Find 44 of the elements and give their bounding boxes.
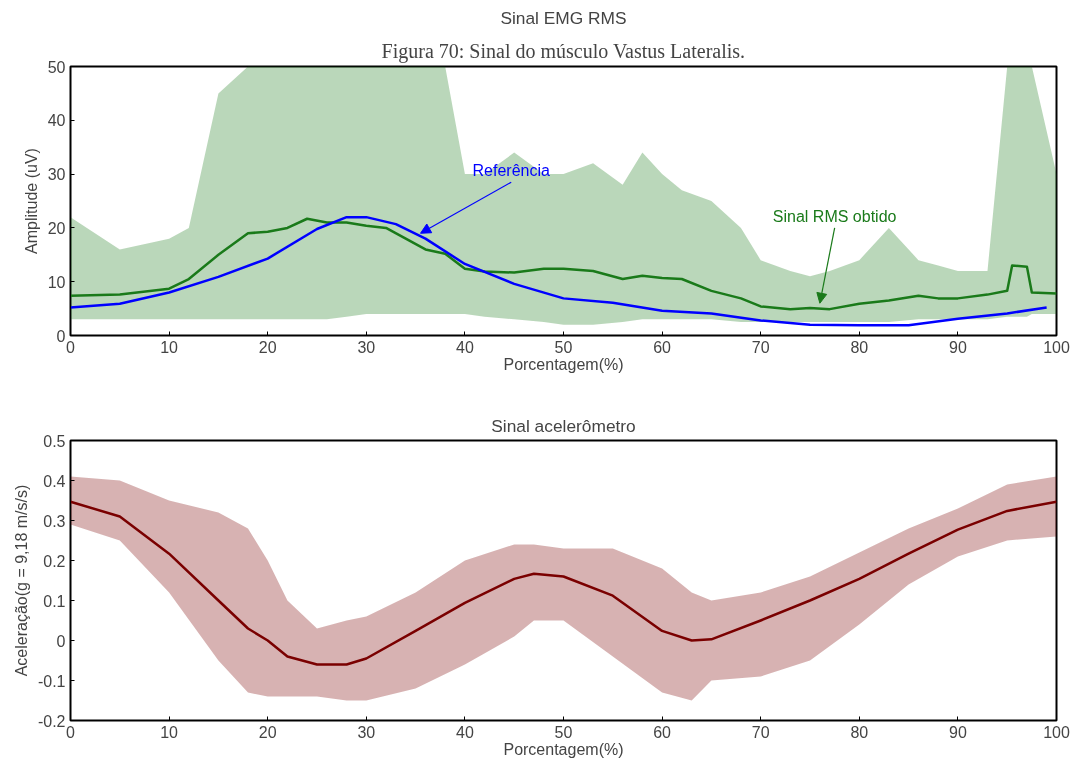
x-tick-label: 20 bbox=[258, 723, 277, 741]
x-tick-label: 10 bbox=[160, 723, 179, 741]
x-tick-label: 80 bbox=[850, 338, 869, 356]
x-tick-label: 100 bbox=[1043, 338, 1070, 356]
x-tick-label: 70 bbox=[751, 338, 770, 356]
x-axis-title: Porcentagem(%) bbox=[503, 740, 624, 758]
x-tick-label: 50 bbox=[554, 723, 573, 741]
y-tick-label: -0.2 bbox=[37, 712, 66, 730]
annotation: Referência bbox=[472, 162, 551, 180]
x-tick-label: 20 bbox=[258, 338, 277, 356]
y-tick-label: 0.2 bbox=[43, 552, 66, 570]
text: Figura 70: Sinal do músculo Vastus Lateralis. bbox=[381, 39, 746, 63]
chart-title: Sinal acelerômetro bbox=[491, 415, 636, 436]
annotation: Sinal RMS obtido bbox=[772, 208, 897, 226]
y-tick-label: 0.1 bbox=[43, 592, 66, 610]
y-tick-label: 50 bbox=[47, 58, 66, 76]
y-tick-label: 30 bbox=[47, 166, 66, 184]
y-tick-label: 10 bbox=[47, 273, 66, 291]
y-tick-label: 0.3 bbox=[43, 512, 66, 530]
x-tick-label: 40 bbox=[456, 723, 474, 741]
y-tick-label: -0.1 bbox=[37, 672, 66, 690]
y-tick-label: 40 bbox=[47, 112, 66, 130]
x-tick-label: 80 bbox=[850, 723, 869, 741]
x-tick-label: 30 bbox=[357, 723, 376, 741]
y-axis-title: Amplitude (uV) bbox=[22, 148, 40, 254]
x-tick-label: 10 bbox=[160, 338, 179, 356]
x-tick-label: 40 bbox=[456, 338, 474, 356]
x-tick-label: 60 bbox=[653, 723, 672, 741]
line-series bbox=[70, 500, 1057, 666]
y-tick-label: 0.5 bbox=[43, 432, 66, 450]
x-tick-label: 90 bbox=[949, 338, 967, 356]
x-tick-label: 60 bbox=[653, 338, 672, 356]
y-tick-label: 0 bbox=[56, 632, 66, 650]
x-tick-label: 70 bbox=[751, 723, 770, 741]
x-tick-label: 30 bbox=[357, 338, 376, 356]
y-tick-label: 0 bbox=[56, 327, 66, 345]
x-tick-label: 50 bbox=[554, 338, 573, 356]
y-axis-title: Aceleração(g = 9,18 m/s/s) bbox=[12, 484, 30, 677]
x-tick-label: 90 bbox=[949, 723, 967, 741]
x-tick-label: 100 bbox=[1043, 723, 1070, 741]
x-axis-title: Porcentagem(%) bbox=[503, 355, 624, 373]
chart-title: Sinal EMG RMS bbox=[500, 7, 627, 28]
y-tick-label: 20 bbox=[47, 219, 66, 237]
y-tick-label: 0.4 bbox=[43, 472, 66, 490]
